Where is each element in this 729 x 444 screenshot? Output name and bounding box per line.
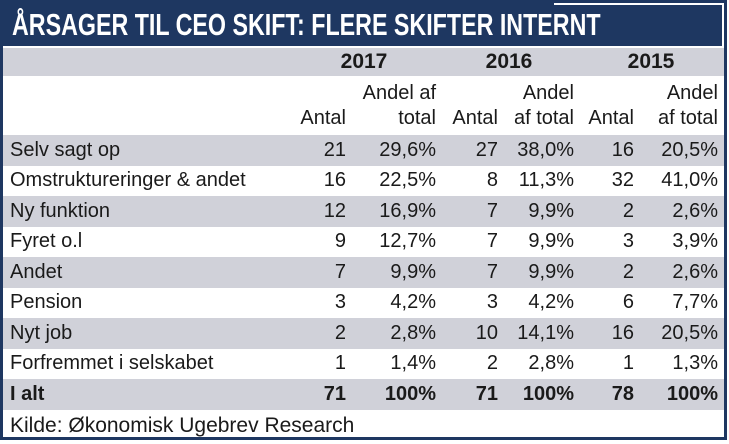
- cell-value: 1,4%: [390, 352, 436, 375]
- title-bar: ÅRSAGER TIL CEO SKIFT: FLERE SKIFTER INT…: [3, 3, 724, 48]
- cell-value: 7: [440, 257, 502, 288]
- cell-value: 2: [578, 257, 638, 288]
- cell-value: 16: [578, 135, 638, 166]
- cell-value: 9,9%: [350, 257, 440, 288]
- ceo-shift-table: 2017 2016 2015 Antal Andel af total Anta…: [3, 48, 724, 410]
- cell-value: 16,9%: [350, 196, 440, 227]
- cell-value: 1,3%: [672, 352, 718, 375]
- cell-value: 3,9%: [672, 230, 718, 253]
- col-header-antal-2017: Antal: [288, 76, 350, 135]
- cell-value: 10: [440, 318, 502, 349]
- row-label: Omstruktureringer & andet: [10, 169, 246, 192]
- cell-value: 27: [440, 135, 502, 166]
- col-header-andel-2017-line2: total: [398, 106, 436, 129]
- row-label: Andet: [3, 257, 288, 288]
- row-label: Pension: [10, 291, 83, 314]
- row-label: Selv sagt op: [3, 135, 288, 166]
- cell-value: 20,5%: [638, 135, 724, 166]
- cell-value: 41,0%: [661, 169, 718, 192]
- column-header-spacer: [3, 76, 288, 135]
- cell-value: 11,3%: [518, 169, 574, 192]
- table-row: Selv sagt op 21 29,6% 27 38,0% 16 20,5%: [3, 135, 724, 166]
- cell-value: 29,6%: [350, 135, 440, 166]
- cell-value: 6: [622, 291, 634, 314]
- cell-value: 71: [288, 379, 350, 410]
- cell-value: 100%: [350, 379, 440, 410]
- cell-value: 38,0%: [502, 135, 578, 166]
- row-label: Nyt job: [3, 318, 288, 349]
- cell-value: 71: [440, 379, 502, 410]
- table-row: Nyt job 2 2,8% 10 14,1% 16 20,5%: [3, 318, 724, 349]
- table-row: Andet 7 9,9% 7 9,9% 2 2,6%: [3, 257, 724, 288]
- cell-value: 2,8%: [350, 318, 440, 349]
- table-row-total: I alt 71 100% 71 100% 78 100%: [3, 379, 724, 410]
- cell-value: 32: [611, 169, 634, 192]
- column-header-row: Antal Andel af total Antal Andel af tota…: [3, 76, 724, 135]
- cell-value: 4,2%: [390, 291, 436, 314]
- year-header-row: 2017 2016 2015: [3, 48, 724, 76]
- cell-value: 2,6%: [638, 196, 724, 227]
- cell-value: 7: [440, 196, 502, 227]
- year-header-2017: 2017: [288, 48, 440, 76]
- table-row: Omstruktureringer & andet 16 22,5% 8 11,…: [3, 166, 724, 197]
- cell-value: 8: [486, 169, 498, 192]
- col-header-andel-2017: Andel af total: [350, 76, 440, 135]
- cell-value: 1: [334, 352, 346, 375]
- cell-value: 21: [288, 135, 350, 166]
- cell-value: 2: [486, 352, 498, 375]
- table-row: Pension 3 4,2% 3 4,2% 6 7,7%: [3, 288, 724, 319]
- cell-value: 3: [622, 230, 634, 253]
- cell-value: 16: [578, 318, 638, 349]
- cell-value: 2: [578, 196, 638, 227]
- cell-value: 2,6%: [638, 257, 724, 288]
- cell-value: 9,9%: [528, 230, 574, 253]
- row-label: I alt: [3, 379, 288, 410]
- table-row: Fyret o.l 9 12,7% 7 9,9% 3 3,9%: [3, 227, 724, 258]
- cell-value: 20,5%: [638, 318, 724, 349]
- col-header-andel-2016-line1: Andel: [522, 82, 574, 105]
- cell-value: 3: [334, 291, 346, 314]
- cell-value: 100%: [638, 379, 724, 410]
- cell-value: 16: [323, 169, 346, 192]
- table-row: Forfremmet i selskabet 1 1,4% 2 2,8% 1 1…: [3, 349, 724, 380]
- col-header-andel-2016-line2: af total: [513, 106, 574, 129]
- year-header-spacer: [3, 48, 288, 76]
- cell-value: 2,8%: [528, 352, 574, 375]
- cell-value: 78: [578, 379, 638, 410]
- cell-value: 14,1%: [502, 318, 578, 349]
- cell-value: 7,7%: [672, 291, 718, 314]
- page-title: ÅRSAGER TIL CEO SKIFT: FLERE SKIFTER INT…: [12, 6, 601, 42]
- cell-value: 7: [288, 257, 350, 288]
- cell-value: 2: [288, 318, 350, 349]
- cell-value: 1: [622, 352, 634, 375]
- year-header-2015: 2015: [578, 48, 724, 76]
- cell-value: 100%: [502, 379, 578, 410]
- cell-value: 9: [334, 230, 346, 253]
- col-header-andel-2016: Andel af total: [502, 76, 578, 135]
- cell-value: 9,9%: [502, 257, 578, 288]
- cell-value: 4,2%: [528, 291, 574, 314]
- row-label: Fyret o.l: [10, 230, 83, 253]
- table-row: Ny funktion 12 16,9% 7 9,9% 2 2,6%: [3, 196, 724, 227]
- cell-value: 3: [486, 291, 498, 314]
- col-header-antal-2016: Antal: [440, 76, 502, 135]
- col-header-andel-2015: Andel af total: [638, 76, 724, 135]
- row-label: Ny funktion: [3, 196, 288, 227]
- year-header-2016: 2016: [440, 48, 578, 76]
- source-note: Kilde: Økonomisk Ugebrev Research: [3, 409, 724, 437]
- cell-value: 7: [486, 230, 498, 253]
- cell-value: 22,5%: [379, 169, 436, 192]
- col-header-andel-2015-line1: Andel: [666, 82, 718, 105]
- row-label: Forfremmet i selskabet: [10, 352, 214, 375]
- cell-value: 12,7%: [379, 230, 436, 253]
- cell-value: 9,9%: [502, 196, 578, 227]
- col-header-andel-2015-line2: af total: [657, 106, 718, 129]
- cell-value: 12: [288, 196, 350, 227]
- col-header-andel-2017-line1: Andel af: [362, 82, 436, 105]
- col-header-antal-2015: Antal: [578, 76, 638, 135]
